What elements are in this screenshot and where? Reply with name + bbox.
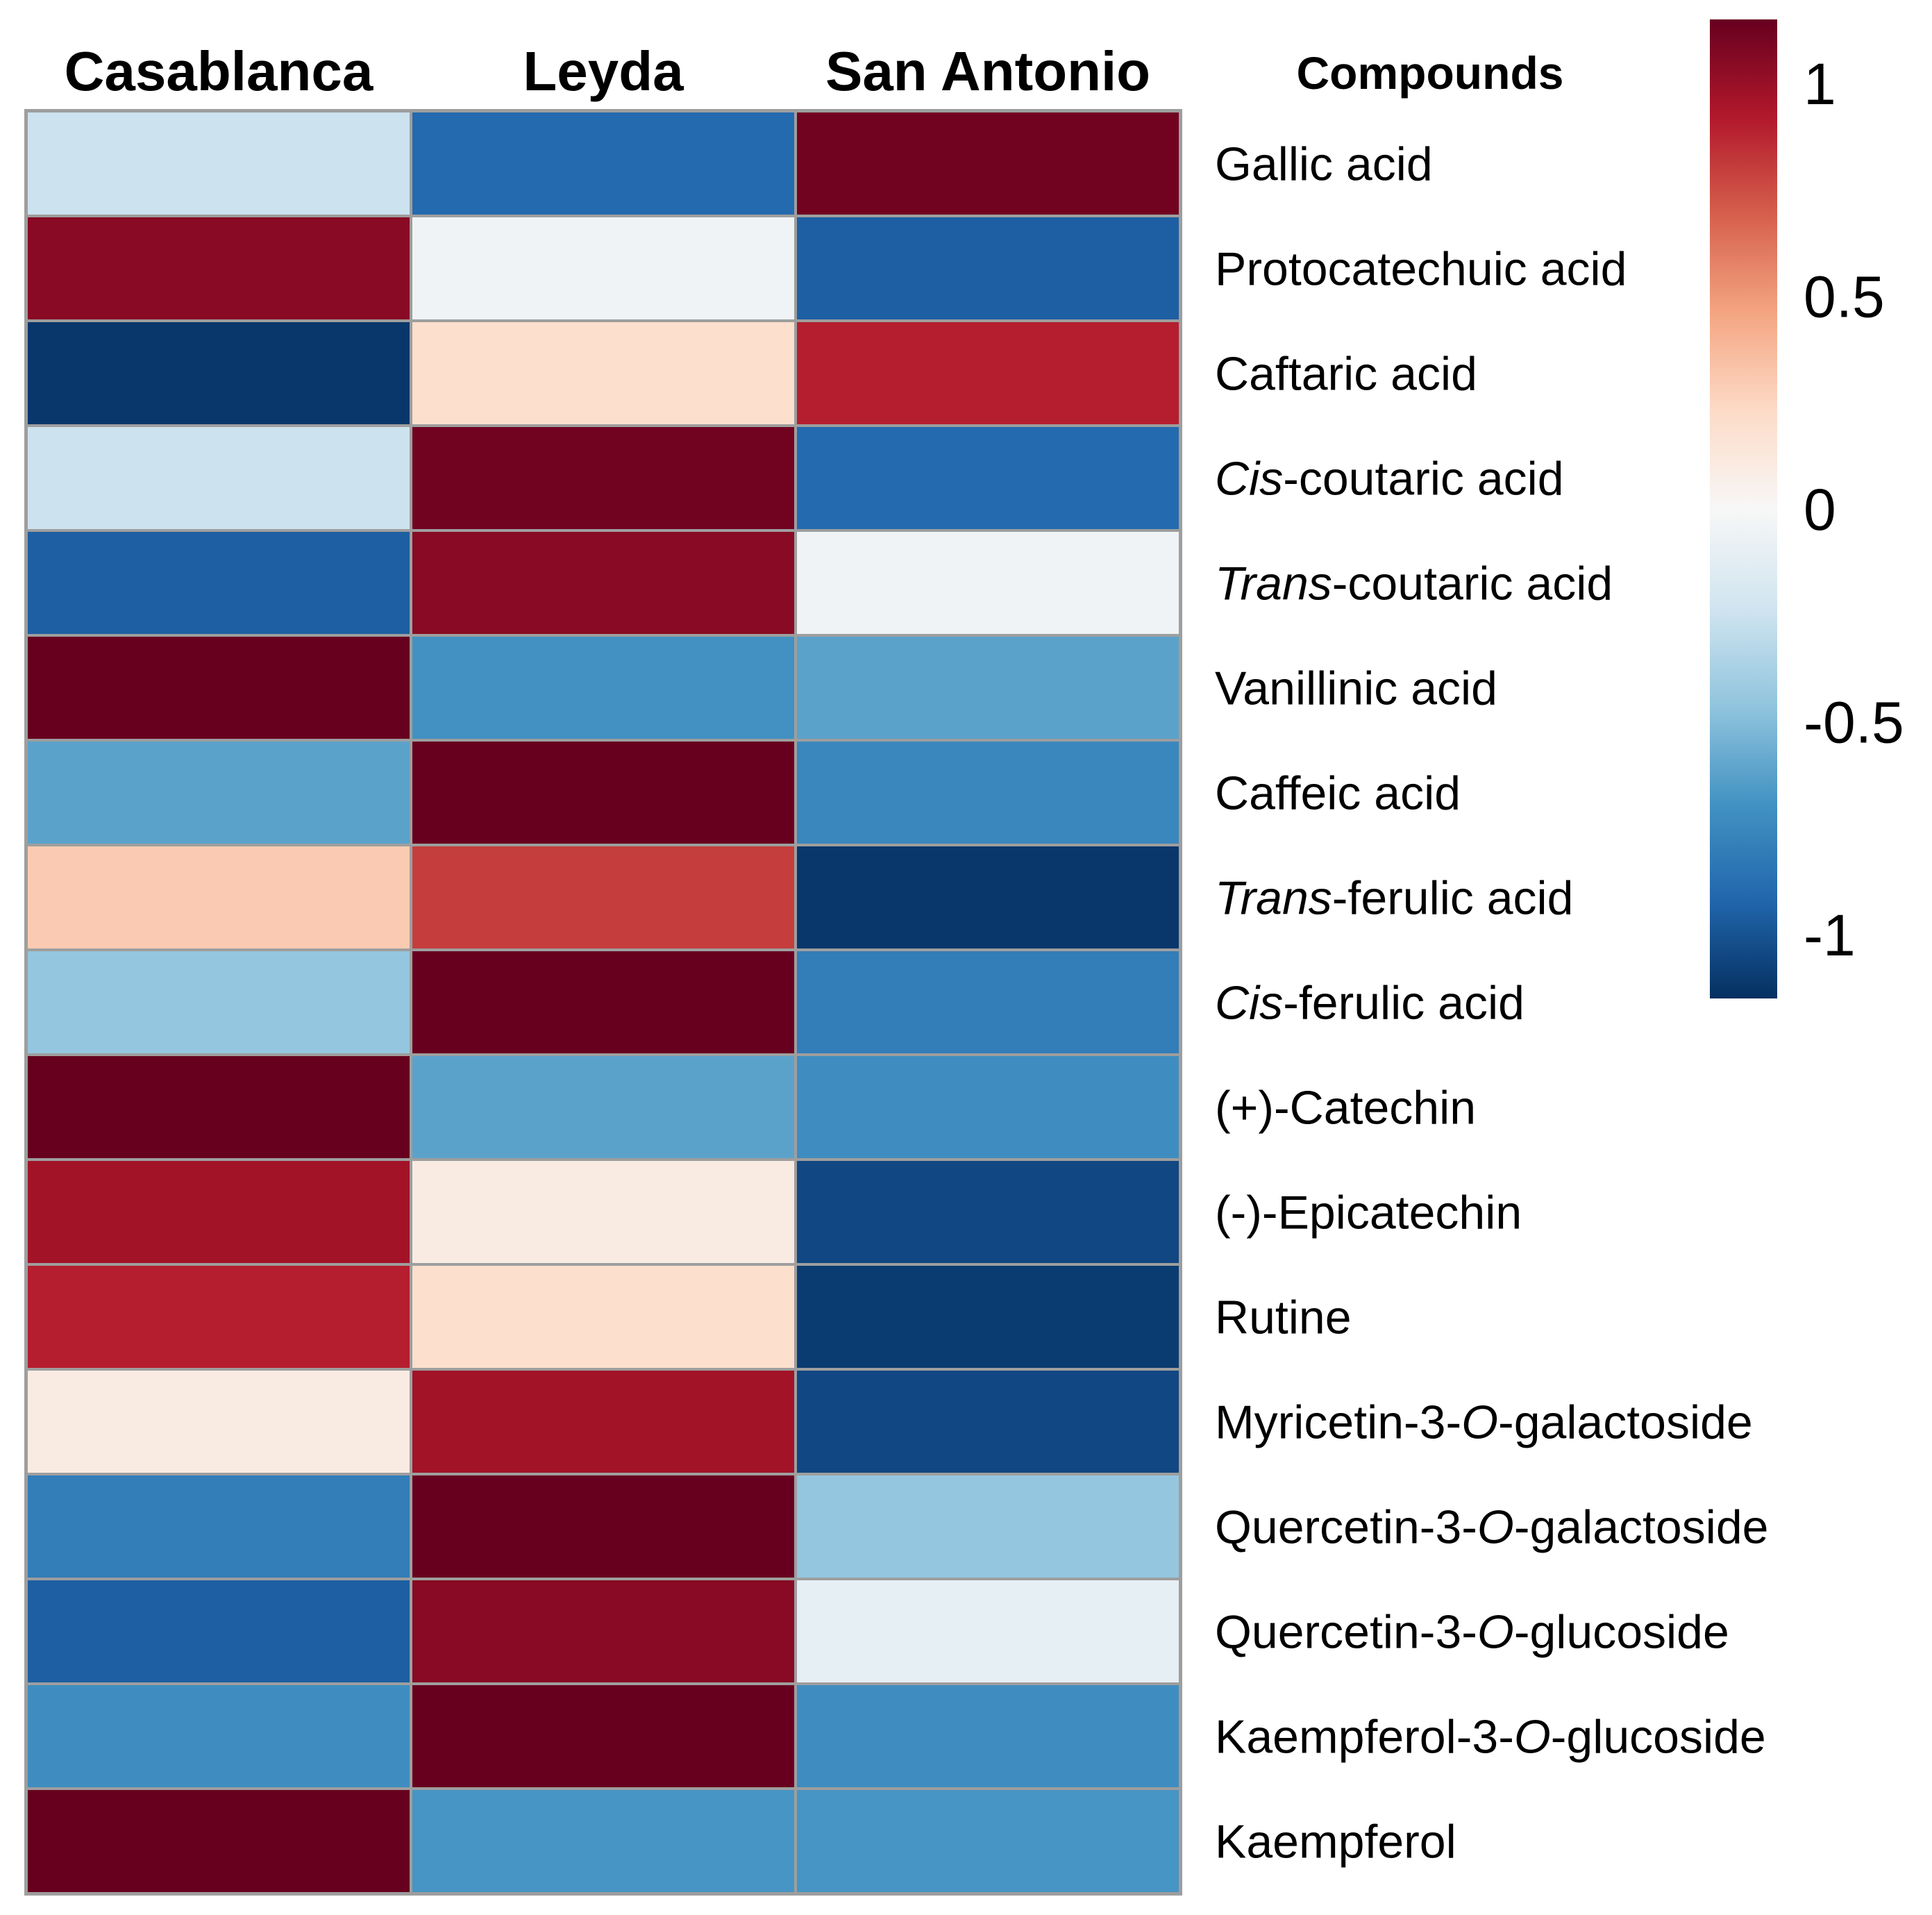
heatmap-cell [28, 742, 410, 844]
heatmap-cell [797, 1475, 1179, 1578]
heatmap-cell [797, 846, 1179, 948]
heatmap-cell [412, 217, 794, 319]
colorbar-tick-label: -1 [1804, 903, 1856, 968]
heatmap-cell [28, 1580, 410, 1682]
column-label: San Antonio [825, 40, 1150, 102]
row-label: Caftaric acid [1215, 348, 1477, 401]
row-label: Gallic acid [1215, 138, 1433, 191]
row-label: Caffeic acid [1215, 767, 1461, 820]
heatmap-cell [412, 846, 794, 948]
heatmap-cell [28, 1161, 410, 1263]
row-label: Kaempferol-3-O-glucoside [1215, 1711, 1766, 1764]
heatmap-cell [797, 322, 1179, 424]
heatmap-cell [412, 1790, 794, 1892]
heatmap-cell [797, 1266, 1179, 1368]
heatmap-cell [412, 322, 794, 424]
heatmap-cell [412, 951, 794, 1053]
colorbar-tick-label: 1 [1804, 51, 1836, 117]
heatmap-cell [797, 217, 1179, 319]
column-labels: Casablanca Leyda San Antonio [65, 40, 1150, 102]
heatmap-cell [797, 1056, 1179, 1158]
heatmap-cell [28, 846, 410, 948]
heatmap-cell [797, 427, 1179, 529]
colorbar: 1 0.5 0 -0.5 -1 [1710, 19, 1904, 998]
row-label: Quercetin-3-O-glucoside [1215, 1606, 1729, 1659]
heatmap-cell [28, 1475, 410, 1578]
heatmap-cell [28, 637, 410, 739]
colorbar-tick-label: 0.5 [1804, 264, 1885, 329]
row-header-title: Compounds [1297, 47, 1564, 99]
heatmap-cell [412, 1475, 794, 1578]
row-label: (+)-Catechin [1215, 1082, 1476, 1135]
row-label: Cis-ferulic acid [1215, 977, 1524, 1030]
row-label: Quercetin-3-O-galactoside [1215, 1501, 1769, 1554]
heatmap-cell [797, 742, 1179, 844]
heatmap-cell [797, 1790, 1179, 1892]
colorbar-gradient [1710, 19, 1777, 998]
row-label: Protocatechuic acid [1215, 243, 1627, 296]
heatmap-cell [797, 1685, 1179, 1787]
heatmap-cell [797, 1580, 1179, 1682]
heatmap-cell [28, 1371, 410, 1473]
row-label: Trans-coutaric acid [1215, 558, 1613, 610]
heatmap-cell [412, 112, 794, 215]
heatmap-cell [412, 1266, 794, 1368]
heatmap-cell [797, 112, 1179, 215]
heatmap-cell [412, 637, 794, 739]
heatmap-cell [28, 532, 410, 634]
row-label: Rutine [1215, 1291, 1352, 1344]
heatmap-cell [797, 1371, 1179, 1473]
row-label: Vanillinic acid [1215, 662, 1497, 715]
heatmap-cell [797, 532, 1179, 634]
heatmap-cell [797, 951, 1179, 1053]
heatmap-cell [28, 217, 410, 319]
row-label: Trans-ferulic acid [1215, 872, 1573, 925]
heatmap-cells [24, 109, 1182, 1896]
heatmap-cell [28, 1056, 410, 1158]
heatmap-cell [28, 1790, 410, 1892]
row-label: (-)-Epicatechin [1215, 1187, 1522, 1239]
heatmap-cell [28, 322, 410, 424]
row-label: Myricetin-3-O-galactoside [1215, 1396, 1753, 1449]
heatmap-cell [28, 1266, 410, 1368]
heatmap-cell [28, 427, 410, 529]
row-label: Kaempferol [1215, 1816, 1456, 1868]
heatmap-cell [412, 1056, 794, 1158]
row-labels: Gallic acid Protocatechuic acid Caftaric a… [1215, 138, 1769, 1868]
heatmap-cell [412, 427, 794, 529]
heatmap-cell [797, 637, 1179, 739]
heatmap-cell [412, 1161, 794, 1263]
heatmap-cell [412, 1371, 794, 1473]
heatmap-cell [412, 742, 794, 844]
heatmap-cell [28, 112, 410, 215]
heatmap-cell [28, 1685, 410, 1787]
colorbar-tick-label: 0 [1804, 477, 1836, 542]
heatmap-cell [28, 951, 410, 1053]
heatmap-cell [412, 1580, 794, 1682]
column-label: Leyda [523, 40, 684, 102]
column-label: Casablanca [65, 40, 373, 102]
colorbar-tick-label: -0.5 [1804, 690, 1904, 755]
row-label: Cis-coutaric acid [1215, 453, 1564, 505]
heatmap-cell [412, 1685, 794, 1787]
heatmap-cell [412, 532, 794, 634]
heatmap-cell [797, 1161, 1179, 1263]
